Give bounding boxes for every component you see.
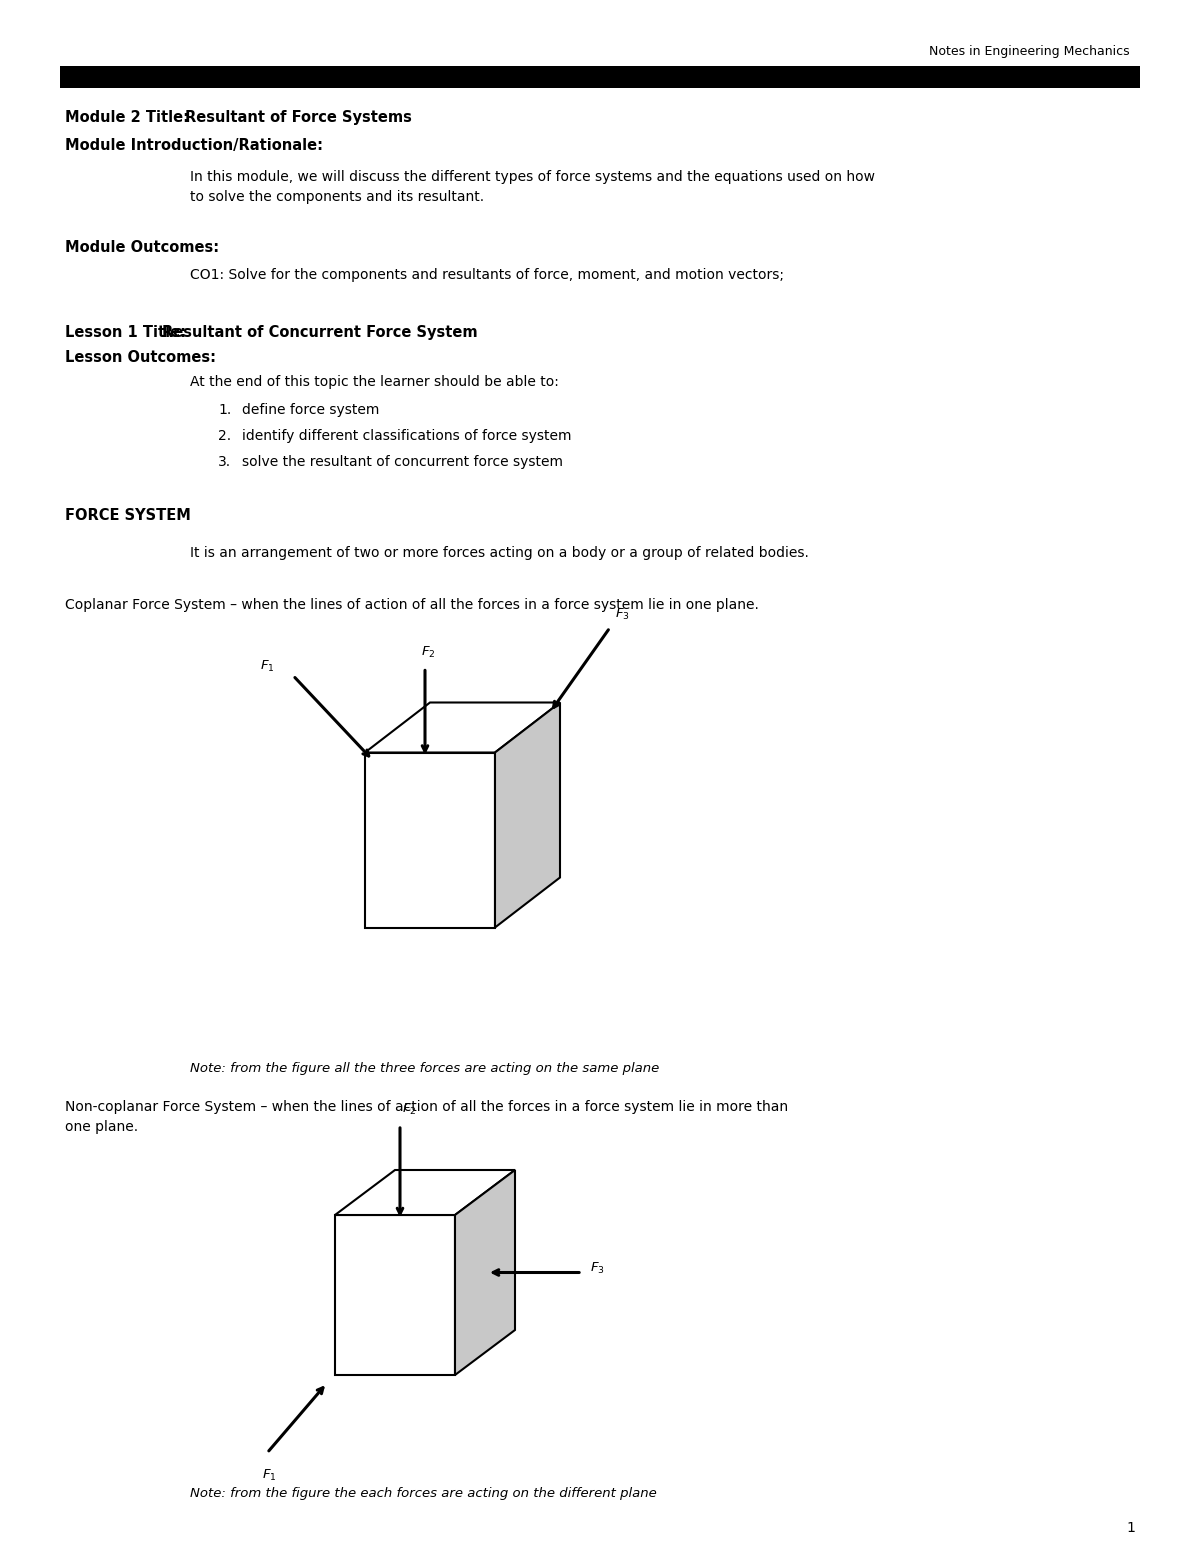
Text: Lesson 1 Title:: Lesson 1 Title: xyxy=(65,325,191,340)
Text: Non-coplanar Force System – when the lines of action of all the forces in a forc: Non-coplanar Force System – when the lin… xyxy=(65,1100,788,1134)
Text: Coplanar Force System – when the lines of action of all the forces in a force sy: Coplanar Force System – when the lines o… xyxy=(65,598,758,612)
Text: $F_2$: $F_2$ xyxy=(421,644,436,660)
Text: Resultant of Force Systems: Resultant of Force Systems xyxy=(185,110,412,124)
Text: Module Introduction/Rationale:: Module Introduction/Rationale: xyxy=(65,138,323,154)
Polygon shape xyxy=(455,1169,515,1374)
Text: In this module, we will discuss the different types of force systems and the equ: In this module, we will discuss the diff… xyxy=(190,169,875,203)
Text: 3.: 3. xyxy=(218,455,232,469)
Text: 1.: 1. xyxy=(218,402,232,418)
Text: 1: 1 xyxy=(1126,1520,1135,1534)
Polygon shape xyxy=(335,1214,455,1374)
Text: $F_2$: $F_2$ xyxy=(402,1103,416,1117)
Text: $F_1$: $F_1$ xyxy=(260,658,275,674)
Text: CO1: Solve for the components and resultants of force, moment, and motion vector: CO1: Solve for the components and result… xyxy=(190,269,784,283)
Text: $F_1$: $F_1$ xyxy=(262,1468,277,1483)
Text: $F_3$: $F_3$ xyxy=(616,607,630,623)
Text: Note: from the figure the each forces are acting on the different plane: Note: from the figure the each forces ar… xyxy=(190,1488,656,1500)
Text: At the end of this topic the learner should be able to:: At the end of this topic the learner sho… xyxy=(190,374,559,388)
Polygon shape xyxy=(496,702,560,927)
Text: define force system: define force system xyxy=(242,402,379,418)
Text: Resultant of Concurrent Force System: Resultant of Concurrent Force System xyxy=(162,325,478,340)
Polygon shape xyxy=(335,1169,515,1214)
Text: Module Outcomes:: Module Outcomes: xyxy=(65,241,220,255)
Text: solve the resultant of concurrent force system: solve the resultant of concurrent force … xyxy=(242,455,563,469)
Text: Module 2 Title:: Module 2 Title: xyxy=(65,110,194,124)
Text: 2.: 2. xyxy=(218,429,232,443)
Text: Note: from the figure all the three forces are acting on the same plane: Note: from the figure all the three forc… xyxy=(190,1062,659,1075)
Polygon shape xyxy=(365,753,496,927)
Text: $F_3$: $F_3$ xyxy=(590,1261,605,1277)
Text: identify different classifications of force system: identify different classifications of fo… xyxy=(242,429,571,443)
Bar xyxy=(60,65,1140,89)
Text: Notes in Engineering Mechanics: Notes in Engineering Mechanics xyxy=(929,45,1130,57)
Polygon shape xyxy=(365,702,560,753)
Text: Lesson Outcomes:: Lesson Outcomes: xyxy=(65,349,216,365)
Text: FORCE SYSTEM: FORCE SYSTEM xyxy=(65,508,191,523)
Text: It is an arrangement of two or more forces acting on a body or a group of relate: It is an arrangement of two or more forc… xyxy=(190,547,809,561)
